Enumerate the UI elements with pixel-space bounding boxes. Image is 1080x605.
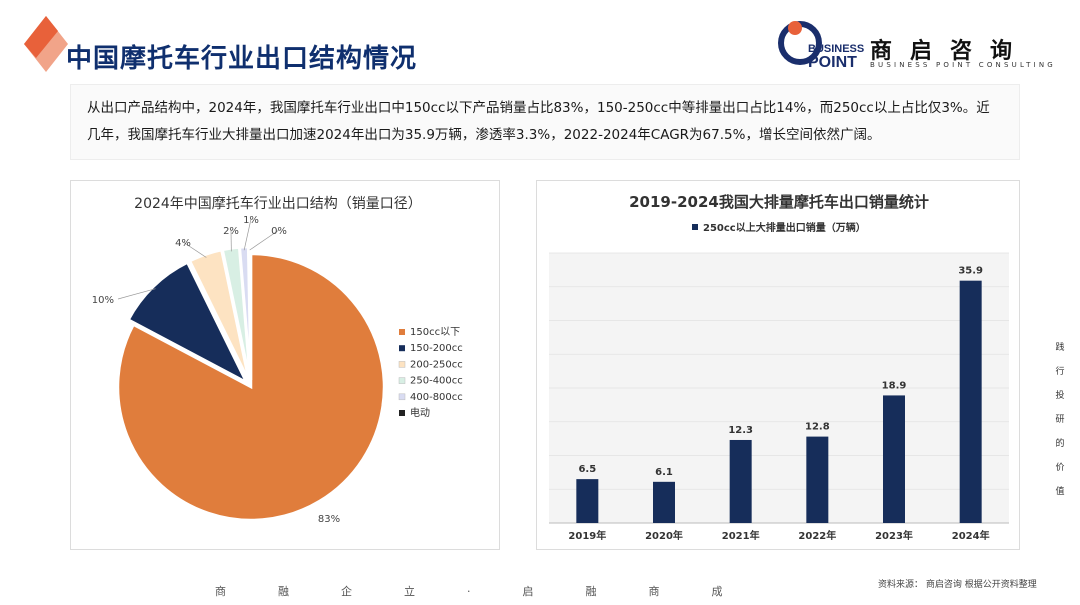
- pie-label-2: 4%: [175, 238, 191, 249]
- pie-legend-label-0: 150cc以下: [410, 327, 460, 338]
- bar-value-label-5: 35.9: [958, 266, 983, 277]
- logo-chinese-name: 商启咨询: [870, 39, 1031, 64]
- bar-0: [576, 479, 599, 523]
- pie-legend-swatch-1: [399, 345, 405, 352]
- intro-paragraph: 从出口产品结构中，2024年，我国摩托车行业出口中150cc以下产品销量占比83…: [70, 84, 1020, 160]
- large-displacement-export-bar-chart: 2019-2024我国大排量摩托车出口销量统计 250cc以上大排量出口销量（万辆…: [549, 193, 1009, 542]
- pie-legend-swatch-5: [399, 410, 405, 416]
- pie-leader-line-1: [117, 288, 156, 300]
- pie-legend-swatch-3: [398, 377, 406, 384]
- bar-value-label-0: 6.5: [578, 464, 596, 475]
- bar-2: [729, 439, 752, 523]
- footer-motto: 商融企立·启融商成: [215, 585, 775, 598]
- pie-legend-swatch-0: [399, 329, 405, 335]
- bar-category-label-0: 2019年: [568, 529, 606, 542]
- bar-1: [653, 481, 675, 523]
- pie-legend-label-1: 150-200cc: [410, 343, 463, 354]
- bar-category-label-5: 2024年: [952, 529, 990, 542]
- pie-label-3: 2%: [223, 226, 239, 237]
- pie-slice-2: [188, 248, 250, 381]
- bar-category-label-2: 2021年: [722, 529, 760, 542]
- bar-value-label-1: 6.1: [655, 467, 673, 478]
- pie-legend-label-2: 200-250cc: [410, 359, 463, 370]
- pie-legend-label-3: 250-400cc: [410, 376, 463, 387]
- bar-legend-label: 250cc以上大排量出口销量（万辆）: [703, 221, 866, 234]
- pie-legend-swatch-2: [398, 361, 406, 368]
- page-title: 中国摩托车行业出口结构情况: [66, 44, 418, 74]
- bar-4: [883, 395, 905, 523]
- pie-legend-label-4: 400-800cc: [410, 392, 463, 403]
- bar-category-label-1: 2020年: [645, 529, 683, 542]
- pie-leader-line-2: [182, 241, 207, 258]
- pie-label-0: 83%: [318, 514, 340, 525]
- pie-chart-panel: 2024年中国摩托车行业出口结构（销量口径） 83% 10% 4% 2% 1% 0% 150c…: [70, 180, 500, 550]
- bar-chart-title: 2019-2024我国大排量摩托车出口销量统计: [629, 193, 929, 211]
- pie-title: 2024年中国摩托车行业出口结构（销量口径）: [134, 195, 422, 212]
- bar-value-label-2: 12.3: [728, 425, 753, 436]
- pie-slice-5: [247, 245, 253, 381]
- logo-english-name: BUSINESS POINT CONSULTING: [870, 61, 1056, 69]
- bar-category-label-3: 2022年: [798, 529, 836, 542]
- pie-legend-swatch-4: [398, 393, 406, 401]
- pie-leader-line-5: [249, 229, 280, 251]
- brand-logo: BUSINESS POINT 商启咨询 BUSINESS POINT CONSU…: [778, 15, 1068, 75]
- bar-chart-panel: 2019-2024我国大排量摩托车出口销量统计 250cc以上大排量出口销量（万辆…: [536, 180, 1020, 550]
- side-slogan: 践行投研的价值: [1055, 343, 1065, 497]
- pie-label-5: 0%: [271, 226, 287, 237]
- pie-label-4: 1%: [243, 215, 259, 226]
- data-source-note: 资料来源： 商启咨询 根据公开资料整理: [878, 580, 1037, 590]
- export-structure-pie-chart: 2024年中国摩托车行业出口结构（销量口径） 83% 10% 4% 2% 1% 0% 150c…: [92, 195, 463, 525]
- logo-business-text: BUSINESS: [808, 43, 864, 55]
- pie-leader-line-4: [243, 218, 252, 251]
- pie-slice-1: [126, 260, 249, 385]
- pie-label-1: 10%: [92, 295, 114, 306]
- bar-5: [959, 280, 982, 523]
- bar-value-label-4: 18.9: [882, 380, 907, 391]
- pie-slice-0: [116, 252, 386, 522]
- bar-value-label-3: 12.8: [805, 422, 830, 433]
- corner-decoration: [24, 16, 68, 72]
- bar-3: [806, 436, 829, 523]
- logo-point-text: POINT: [808, 54, 857, 71]
- bar-legend-swatch: [692, 224, 698, 230]
- bar-category-label-4: 2023年: [875, 529, 913, 542]
- business-point-logo-icon: BUSINESS POINT: [778, 21, 864, 71]
- pie-legend-label-5: 电动: [410, 406, 430, 419]
